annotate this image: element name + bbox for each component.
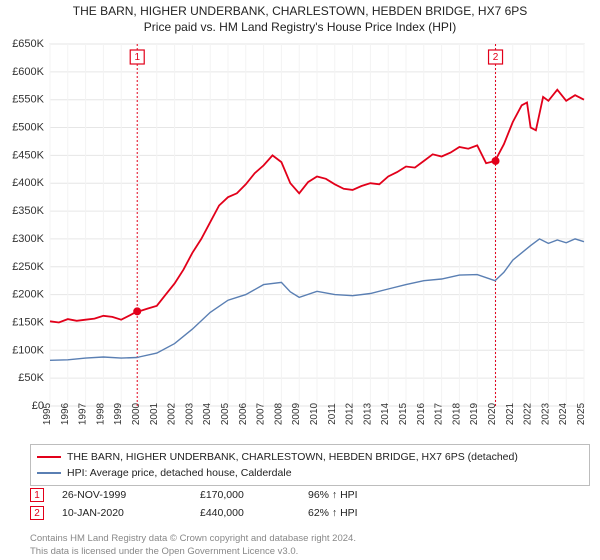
legend-swatch (37, 472, 61, 474)
svg-text:£50K: £50K (18, 372, 44, 384)
svg-text:2016: 2016 (416, 402, 427, 425)
svg-text:2007: 2007 (256, 402, 267, 425)
svg-text:2014: 2014 (380, 402, 391, 425)
svg-text:£300K: £300K (12, 233, 44, 245)
legend-swatch (37, 456, 61, 458)
svg-text:1996: 1996 (60, 402, 71, 425)
svg-text:£500K: £500K (12, 122, 44, 134)
svg-text:2018: 2018 (451, 402, 462, 425)
sale-row: 2 10-JAN-2020 £440,000 62% ↑ HPI (30, 506, 590, 520)
sale-pct: 62% ↑ HPI (308, 507, 408, 519)
svg-text:£450K: £450K (12, 149, 44, 161)
title-line-1: THE BARN, HIGHER UNDERBANK, CHARLESTOWN,… (0, 4, 600, 18)
legend: THE BARN, HIGHER UNDERBANK, CHARLESTOWN,… (30, 444, 590, 486)
svg-text:2024: 2024 (558, 402, 569, 425)
svg-text:2015: 2015 (398, 402, 409, 425)
svg-text:£350K: £350K (12, 205, 44, 217)
svg-text:1997: 1997 (78, 402, 89, 425)
svg-text:2009: 2009 (291, 402, 302, 425)
legend-label: HPI: Average price, detached house, Cald… (67, 465, 292, 481)
chart-title-block: THE BARN, HIGHER UNDERBANK, CHARLESTOWN,… (0, 0, 600, 34)
svg-text:2008: 2008 (273, 402, 284, 425)
sale-date: 10-JAN-2020 (62, 507, 182, 519)
svg-text:2012: 2012 (345, 402, 356, 425)
svg-text:1995: 1995 (42, 402, 53, 425)
svg-text:2010: 2010 (309, 402, 320, 425)
svg-text:2005: 2005 (220, 402, 231, 425)
sale-badge: 2 (30, 506, 44, 520)
sales-table: 1 26-NOV-1999 £170,000 96% ↑ HPI 2 10-JAN-202… (30, 488, 590, 524)
svg-text:2: 2 (493, 52, 499, 63)
svg-text:2025: 2025 (576, 402, 587, 425)
svg-text:£200K: £200K (12, 289, 44, 301)
attribution-line-2: This data is licensed under the Open Gov… (30, 545, 590, 558)
svg-text:£250K: £250K (12, 261, 44, 273)
svg-text:1998: 1998 (95, 402, 106, 425)
svg-text:2013: 2013 (362, 402, 373, 425)
title-line-2: Price paid vs. HM Land Registry's House … (0, 20, 600, 34)
svg-text:£400K: £400K (12, 177, 44, 189)
legend-row: THE BARN, HIGHER UNDERBANK, CHARLESTOWN,… (37, 449, 583, 465)
chart-area: £0£50K£100K£150K£200K£250K£300K£350K£400… (0, 38, 600, 438)
svg-text:1: 1 (134, 52, 140, 63)
svg-text:2019: 2019 (469, 402, 480, 425)
sale-price: £170,000 (200, 489, 290, 501)
svg-text:£650K: £650K (12, 38, 44, 50)
sale-pct: 96% ↑ HPI (308, 489, 408, 501)
sale-price: £440,000 (200, 507, 290, 519)
svg-text:2021: 2021 (505, 402, 516, 425)
sale-badge: 1 (30, 488, 44, 502)
attribution-text: Contains HM Land Registry data © Crown c… (30, 532, 590, 558)
sale-date: 26-NOV-1999 (62, 489, 182, 501)
svg-text:£150K: £150K (12, 316, 44, 328)
attribution-line-1: Contains HM Land Registry data © Crown c… (30, 532, 590, 545)
svg-text:2001: 2001 (149, 402, 160, 425)
svg-text:2006: 2006 (238, 402, 249, 425)
svg-text:2023: 2023 (540, 402, 551, 425)
sale-row: 1 26-NOV-1999 £170,000 96% ↑ HPI (30, 488, 590, 502)
line-chart-svg: £0£50K£100K£150K£200K£250K£300K£350K£400… (0, 38, 600, 438)
svg-text:2004: 2004 (202, 402, 213, 425)
svg-text:2017: 2017 (434, 402, 445, 425)
svg-text:2022: 2022 (523, 402, 534, 425)
svg-text:£100K: £100K (12, 344, 44, 356)
svg-text:2002: 2002 (167, 402, 178, 425)
svg-text:£550K: £550K (12, 94, 44, 106)
svg-text:£600K: £600K (12, 66, 44, 78)
svg-text:2011: 2011 (327, 403, 338, 425)
legend-label: THE BARN, HIGHER UNDERBANK, CHARLESTOWN,… (67, 449, 518, 465)
svg-text:2000: 2000 (131, 402, 142, 425)
svg-text:2003: 2003 (184, 402, 195, 425)
svg-text:1999: 1999 (113, 402, 124, 425)
legend-row: HPI: Average price, detached house, Cald… (37, 465, 583, 481)
svg-text:2020: 2020 (487, 402, 498, 425)
